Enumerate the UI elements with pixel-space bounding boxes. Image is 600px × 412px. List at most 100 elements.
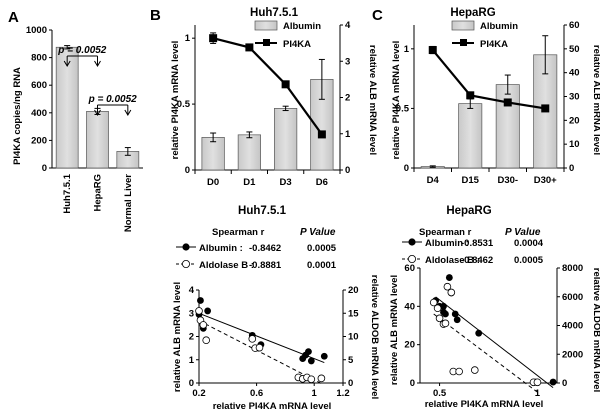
point-albumin <box>307 357 315 365</box>
y-tick-label-right: 60 <box>569 20 580 31</box>
legend-open-marker <box>181 259 190 268</box>
panel-a-annotations: p = 0.0052 p = 0.0052 <box>57 45 138 116</box>
y-tick-label-right: 0 <box>348 378 353 389</box>
panel-d-legend: Albumin : -0.8462 0.0005 Aldolase B : -0… <box>176 243 337 271</box>
legend-bar-swatch <box>254 20 278 31</box>
x-tick-label: D4 <box>427 175 440 186</box>
legend-aldolase-b: Aldolase B : <box>199 260 254 271</box>
line-pi4ka <box>431 49 546 110</box>
point-pi4ka <box>209 34 218 43</box>
x-tick-label: 1.2 <box>336 388 349 399</box>
point-pi4ka <box>466 91 475 100</box>
legend-albumin: Albumin : <box>425 238 469 249</box>
panel-d-ylabel-right: relative ALDOB mRNA level <box>369 275 380 399</box>
legend-open-marker <box>407 254 416 263</box>
p-value-label: p = 0.0052 <box>88 94 138 105</box>
y-tick-label-right: 15 <box>348 308 359 319</box>
x-tick-label: D30+ <box>534 175 557 186</box>
x-tick-label: 0.2 <box>192 388 205 399</box>
legend-albumin: Albumin : <box>199 243 243 254</box>
point-albumin <box>445 274 453 281</box>
line-pi4ka <box>212 37 323 136</box>
y-tick-label: 0 <box>42 163 47 174</box>
panel-c-ylabel-right: relative ALB mRNA level <box>591 45 600 155</box>
y-tick-label-left: 0.5 <box>396 103 410 114</box>
y-tick-label-left: 60 <box>404 263 415 274</box>
point-albumin <box>549 378 557 386</box>
legend-square-marker <box>460 39 467 46</box>
point-albumin <box>204 307 212 315</box>
y-tick-label: 800 <box>31 53 47 64</box>
panel-e-legend: Albumin : -0.8531 0.0004 Aldolase B : -0… <box>402 238 544 266</box>
point-aldolase <box>455 367 463 376</box>
x-tick-label: D0 <box>207 177 219 188</box>
y-tick-label-right: 50 <box>569 44 580 55</box>
y-tick-label-right: 40 <box>569 68 580 79</box>
stat-albumin-p: 0.0005 <box>307 243 337 254</box>
panel-d-xlabel: relative PI4KA mRNA level <box>213 401 332 412</box>
stat-albumin-r: -0.8531 <box>461 238 494 249</box>
point-aldolase <box>317 374 326 383</box>
legend-square-marker <box>263 39 270 46</box>
point-aldolase <box>199 321 208 329</box>
y-tick-label-left: 1 <box>189 355 195 366</box>
y-tick-label-right: 4000 <box>562 321 583 332</box>
legend-bar-swatch <box>451 20 475 31</box>
y-tick-label-right: 10 <box>569 139 580 150</box>
y-tick-label-right: 20 <box>569 115 580 126</box>
x-tick-label: D6 <box>316 177 328 188</box>
y-tick-label-right: 8000 <box>562 263 583 274</box>
panel-c: C HepaRG relative PI4KA mRNA level relat… <box>372 7 600 186</box>
panel-a: A PI4KA copies/ng RNA 02004006008001000 … <box>8 9 143 232</box>
legend-pi4ka: PI4KA <box>480 39 508 50</box>
point-aldolase <box>433 304 442 313</box>
stat-aldolase-r: -0.8462 <box>461 255 493 266</box>
y-tick-label: 1000 <box>26 25 47 36</box>
y-tick-label-right: 10 <box>348 332 359 343</box>
bar-albumin-d0 <box>201 137 225 171</box>
panel-a-xlabels: Huh7.5.1 HepaRG Normal Liver <box>62 173 134 232</box>
x-tick-label: 0.6 <box>250 388 263 399</box>
point-albumin <box>320 352 328 360</box>
panel-c-ylabel-left: relative PI4KA mRNA level <box>391 41 402 160</box>
panel-c-legend: Albumin PI4KA <box>451 20 518 50</box>
y-tick-label-left: 1 <box>185 33 191 44</box>
point-pi4ka <box>245 43 254 52</box>
point-aldolase <box>307 375 316 384</box>
point-pi4ka <box>281 80 290 89</box>
stat-aldolase-r: -0.8881 <box>249 260 282 271</box>
panel-b-plot: 0 0.5 1 0 1 2 3 4 D0 D1 D3 D6 <box>177 20 351 188</box>
point-albumin <box>475 329 483 337</box>
point-aldolase <box>429 298 438 307</box>
y-tick-label-left: 0 <box>410 378 415 389</box>
x-tick-label: D1 <box>243 177 256 188</box>
panel-e-ylabel-right: relative ALDOB mRNA level <box>591 268 600 392</box>
x-tick-label: D3 <box>280 177 292 188</box>
point-albumin <box>305 348 312 356</box>
y-tick-label: 200 <box>31 135 47 146</box>
panel-e-plot: 0 20 40 60 0 2000 4000 6000 8000 0.5 1 <box>404 263 583 399</box>
legend-albumin: Albumin <box>283 21 321 32</box>
x-tick-label: HepaRG <box>93 174 104 211</box>
point-pi4ka <box>317 130 326 139</box>
panel-a-bars <box>55 45 140 169</box>
y-tick-label-right: 5 <box>348 355 354 366</box>
panel-b-legend: Albumin PI4KA <box>254 20 321 50</box>
legend-aldolase-b: Aldolase B : <box>425 255 480 266</box>
x-tick-label: Normal Liver <box>123 174 134 232</box>
x-tick-label: Huh7.5.1 <box>62 173 73 213</box>
regression-line-aldolase <box>433 313 538 393</box>
panel-d-ylabel-left: relative ALB mRNA level <box>172 282 183 392</box>
point-albumin <box>197 297 204 304</box>
bar-albumin-d15 <box>458 103 483 169</box>
panel-b-ylabel-right: relative ALB mRNA level <box>367 45 378 155</box>
y-tick-label-right: 2000 <box>562 349 583 360</box>
panel-letter-b: B <box>150 7 161 24</box>
p-value-label: p = 0.0052 <box>57 45 107 56</box>
panel-e-stats-r-header: Spearman r <box>419 227 472 238</box>
y-tick-label-right: 30 <box>569 92 580 103</box>
legend-filled-marker <box>182 243 190 251</box>
stat-albumin-p: 0.0004 <box>514 238 544 249</box>
panel-e-ylabel-left: relative ALB mRNA level <box>389 275 400 385</box>
point-pi4ka <box>503 98 512 107</box>
